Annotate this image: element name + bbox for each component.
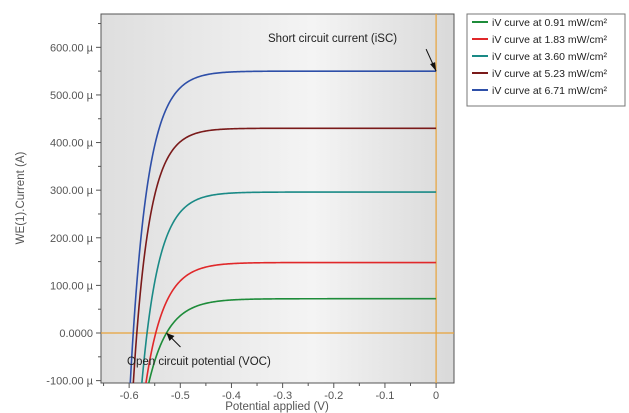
y-tick-label: 100.00 µ: [50, 280, 94, 292]
x-tick-label: -0.3: [273, 390, 292, 402]
y-tick-label: 300.00 µ: [50, 185, 94, 197]
y-axis-title: WE(1).Current (A): [15, 152, 27, 245]
y-tick-label: 500.00 µ: [50, 90, 94, 102]
y-tick-label: 400.00 µ: [50, 138, 94, 150]
x-tick-label: -0.5: [171, 390, 190, 402]
legend-box: [466, 13, 626, 107]
y-tick-label: 200.00 µ: [50, 233, 94, 245]
y-axis: -100.00 µ 0.0000 100.00 µ 200.00 µ 300.00 µ 4…: [46, 23, 101, 388]
series-line: [147, 297, 437, 383]
x-tick-label: 0: [433, 390, 439, 402]
annotation-voc: Open circuit potential (VOC): [127, 356, 271, 368]
series-line: [141, 191, 437, 383]
y-tick-label: 600.00 µ: [50, 42, 94, 54]
legend-label: iV curve at 5.23 mW/cm²: [492, 68, 607, 80]
x-axis-title: Potential applied (V): [225, 401, 329, 413]
x-axis: -0.6 -0.5 -0.4 -0.3 -0.2 -0.1 0: [103, 383, 439, 402]
isc-arrowhead: [430, 62, 437, 72]
y-tick-label: 0.0000: [59, 328, 93, 340]
series-lines: [129, 70, 437, 383]
legend-label: iV curve at 0.91 mW/cm²: [492, 17, 607, 29]
x-tick-label: -0.4: [222, 390, 241, 402]
legend-label: iV curve at 6.71 mW/cm²: [492, 85, 607, 97]
annotations: Short circuit current (iSC) Open circuit…: [127, 33, 437, 368]
voc-arrowhead: [166, 333, 175, 342]
legend-label: iV curve at 3.60 mW/cm²: [492, 51, 607, 63]
reference-lines: [101, 14, 454, 383]
x-tick-label: -0.6: [120, 390, 139, 402]
series-line: [129, 70, 437, 383]
x-tick-label: -0.1: [375, 390, 394, 402]
x-tick-label: -0.2: [324, 390, 343, 402]
annotation-isc: Short circuit current (iSC): [268, 33, 397, 45]
y-tick-label: -100.00 µ: [46, 376, 93, 388]
series-line: [145, 261, 437, 383]
legend: iV curve at 0.91 mW/cm² iV curve at 1.83 …: [472, 17, 607, 97]
legend-label: iV curve at 1.83 mW/cm²: [492, 34, 607, 46]
series-line: [132, 127, 437, 383]
